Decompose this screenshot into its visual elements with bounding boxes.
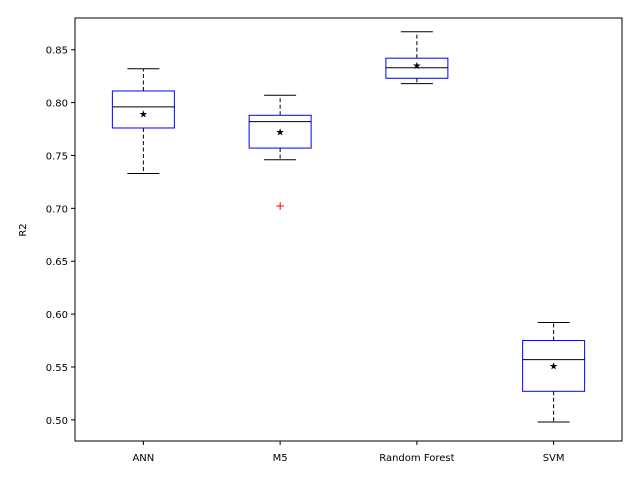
box-group: ★ (522, 322, 586, 423)
box-group: ★ (385, 31, 449, 85)
y-tick-label: 0.75 (46, 151, 68, 162)
y-tick-label: 0.80 (46, 99, 68, 110)
box-series: ★★+★★ (111, 31, 586, 423)
outlier-marker: + (275, 199, 285, 213)
y-axis-label: R2 (18, 223, 29, 236)
y-tick-label: 0.85 (46, 46, 68, 57)
x-tick-label: SVM (543, 453, 565, 464)
x-axis: ANN M5 Random Forest SVM (132, 441, 565, 464)
y-tick-label: 0.70 (46, 204, 68, 215)
y-tick-label: 0.55 (46, 363, 68, 374)
box-group: ★+ (248, 94, 312, 213)
x-tick-label: Random Forest (379, 453, 454, 464)
plot-area (74, 17, 623, 442)
box-iqr (111, 90, 175, 129)
mean-marker: ★ (549, 361, 558, 372)
box-iqr (385, 57, 449, 79)
box-iqr (522, 340, 586, 392)
y-axis: 0.50 0.55 0.60 0.65 0.70 0.75 0.80 0.85 (46, 46, 75, 427)
y-tick-label: 0.60 (46, 310, 68, 321)
y-tick-label: 0.50 (46, 416, 68, 427)
x-tick-label: M5 (273, 453, 288, 464)
box-iqr (248, 114, 312, 149)
mean-marker: ★ (276, 128, 285, 139)
box-group: ★ (111, 68, 175, 174)
mean-marker: ★ (412, 61, 421, 72)
x-tick-label: ANN (132, 453, 154, 464)
y-tick-label: 0.65 (46, 257, 68, 268)
mean-marker: ★ (139, 110, 148, 121)
